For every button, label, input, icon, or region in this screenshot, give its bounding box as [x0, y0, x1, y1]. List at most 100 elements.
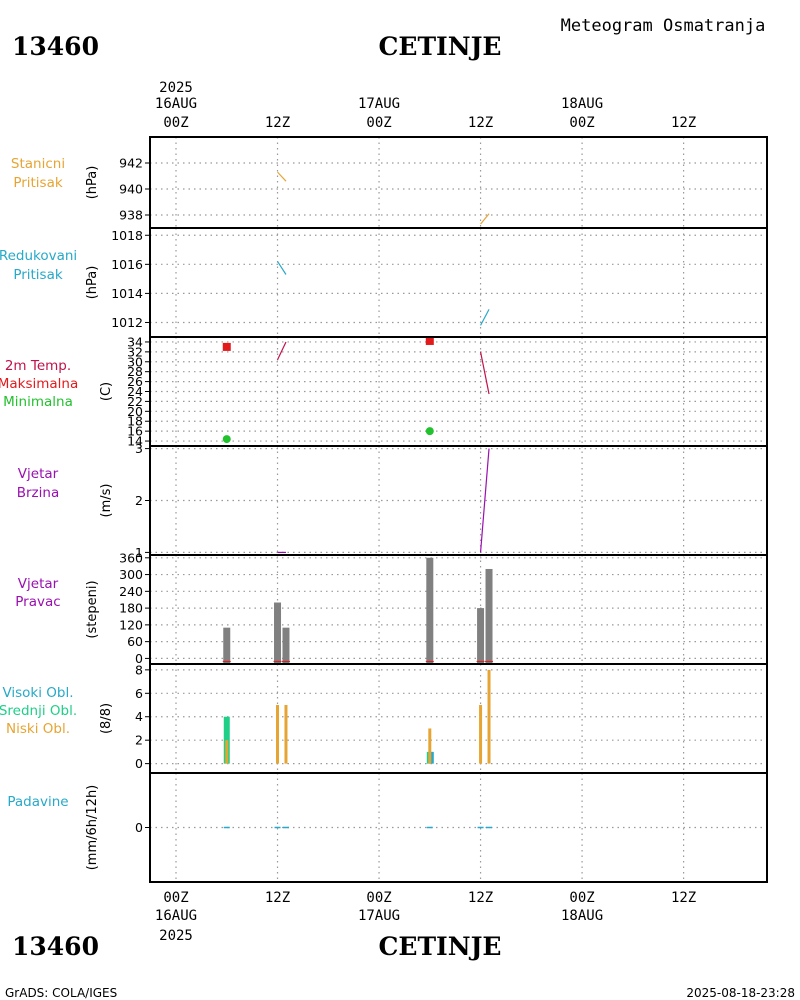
- station-name-top: CETINJE: [379, 32, 502, 61]
- series-line: [480, 213, 490, 225]
- temp-line: [276, 341, 287, 361]
- panel-label: Vjetar: [18, 576, 59, 592]
- low-cloud-bar: [276, 705, 280, 764]
- y-tick-label: 120: [119, 617, 143, 632]
- panel-label: Pritisak: [13, 267, 63, 283]
- y-tick-label: 26: [127, 374, 143, 389]
- y-tick-label: 4: [135, 709, 143, 724]
- y-tick-label: 20: [127, 404, 143, 419]
- time-label-top: 00Z: [366, 115, 391, 131]
- y-tick-label: 1: [135, 545, 143, 560]
- y-tick-label: 18: [127, 414, 143, 429]
- panel-cloud_cover: 0 2 4 6 8 (8/8) Visoki Obl. Srednji Obl. Niski O…: [0, 662, 767, 773]
- time-label-top: 12Z: [671, 115, 696, 131]
- time-label-bottom: 12Z: [265, 890, 290, 906]
- panel-label: Maksimalna: [0, 376, 78, 392]
- station-name-bottom: CETINJE: [379, 932, 502, 961]
- y-tick-label: 0: [135, 820, 143, 835]
- y-tick-label: 28: [127, 364, 143, 379]
- y-tick-label: 16: [127, 424, 143, 439]
- y-axis-label: (mm/6h/12h): [85, 785, 100, 871]
- y-tick-label: 1018: [111, 228, 143, 243]
- panel-label: 2m Temp.: [5, 358, 71, 374]
- y-axis-label: (stepeni): [85, 580, 100, 638]
- panels: 938940942(hPa)StanicniPritisak1012101410…: [0, 136, 768, 883]
- y-tick-label: 1012: [111, 315, 143, 330]
- y-tick-label: 6: [135, 686, 143, 701]
- time-date-top: 18AUG: [561, 96, 603, 112]
- y-axis-label: (hPa): [85, 266, 100, 300]
- time-axis-top: 16AUG 00Z 12Z 17AUG 00Z 12Z 18AUG 00Z 12Z: [155, 96, 696, 131]
- y-tick-label: 32: [127, 344, 143, 359]
- panel-label: Vjetar: [18, 466, 59, 482]
- panel-label: Niski Obl.: [6, 721, 70, 737]
- time-label-bottom: 00Z: [569, 890, 594, 906]
- panel-station_pressure: 938 940 942 (hPa) Stanicni Pritisak: [11, 136, 767, 228]
- panel-label: Pritisak: [13, 175, 63, 191]
- chart-title: Meteogram Osmatranja: [561, 16, 766, 36]
- year-label-bottom: 2025: [159, 928, 193, 944]
- direction-bar: [274, 602, 282, 664]
- tmax-point: [222, 342, 231, 351]
- low-cloud-bar: [225, 740, 229, 764]
- low-cloud-bar: [479, 705, 483, 764]
- y-tick-label: 240: [119, 584, 143, 599]
- y-axis-label: (m/s): [99, 484, 114, 518]
- panel-precipitation: 0 (mm/6h/12h) Padavine: [7, 772, 767, 882]
- direction-bar: [282, 627, 290, 664]
- time-date-top: 16AUG: [155, 96, 197, 112]
- y-tick-label: 22: [127, 394, 143, 409]
- low-cloud-bar: [428, 728, 432, 764]
- tmax-point: [425, 336, 434, 345]
- series-line: [480, 309, 490, 326]
- tmin-point: [425, 427, 434, 436]
- y-tick-label: 360: [119, 550, 143, 565]
- series-line: [479, 448, 490, 553]
- y-tick-label: 30: [127, 354, 143, 369]
- series-line: [277, 171, 287, 182]
- footer-left: GrADS: COLA/IGES: [5, 986, 117, 1000]
- time-label-top: 12Z: [468, 115, 493, 131]
- tmin-point: [222, 435, 231, 444]
- station-id-top: 13460: [12, 32, 99, 61]
- panel-label: Padavine: [7, 794, 68, 810]
- y-tick-label: 3: [135, 441, 143, 456]
- time-label-bottom: 12Z: [671, 890, 696, 906]
- time-label-bottom: 00Z: [163, 890, 188, 906]
- y-tick-label: 34: [127, 334, 143, 349]
- plot-frame: [149, 136, 768, 883]
- y-tick-label: 940: [119, 182, 143, 197]
- time-label-top: 12Z: [265, 115, 290, 131]
- panel-label: Pravac: [15, 594, 60, 610]
- y-axis-label: (C): [99, 382, 114, 401]
- time-date-top: 17AUG: [358, 96, 400, 112]
- time-label-bottom: 00Z: [366, 890, 391, 906]
- temp-line: [479, 351, 490, 395]
- y-tick-label: 8: [135, 662, 143, 677]
- time-date-bottom: 18AUG: [561, 908, 603, 924]
- direction-bar: [477, 608, 485, 664]
- y-tick-label: 0: [135, 756, 143, 771]
- panel-label: Minimalna: [3, 394, 73, 410]
- y-tick-label: 2: [135, 733, 143, 748]
- y-tick-label: 60: [127, 634, 143, 649]
- panel-wind_speed: 1 2 3 (m/s) Vjetar Brzina: [17, 441, 767, 560]
- low-cloud-bar: [487, 669, 491, 764]
- low-cloud-bar: [284, 705, 288, 764]
- y-tick-label: 942: [119, 156, 143, 171]
- y-axis-label: (hPa): [85, 166, 100, 200]
- footer-right: 2025-08-18-23:28: [686, 986, 795, 1000]
- y-tick-label: 300: [119, 567, 143, 582]
- time-axis-bottom: 16AUG 00Z 12Z 17AUG 00Z 12Z 18AUG 00Z 12Z: [155, 890, 696, 924]
- direction-bar: [426, 557, 434, 664]
- time-date-bottom: 16AUG: [155, 908, 197, 924]
- y-tick-label: 2: [135, 493, 143, 508]
- y-tick-label: 180: [119, 601, 143, 616]
- y-tick-label: 14: [127, 434, 143, 449]
- direction-bar: [223, 627, 231, 664]
- time-label-top: 00Z: [569, 115, 594, 131]
- y-tick-label: 24: [127, 384, 143, 399]
